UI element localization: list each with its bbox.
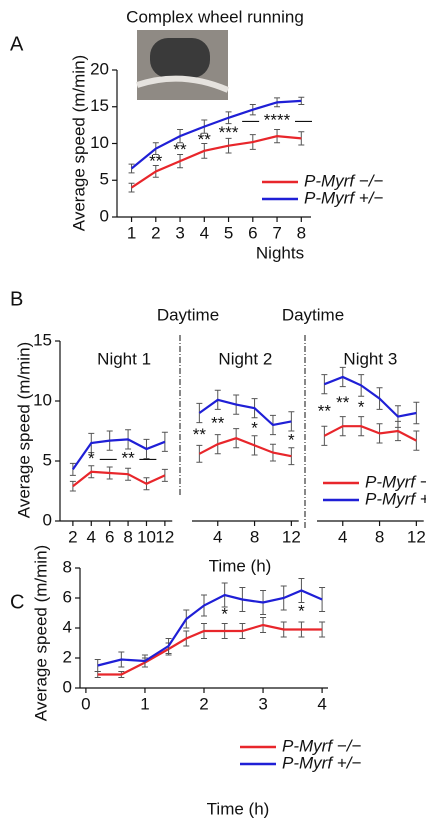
x-axis-label: Time (h) <box>207 799 270 818</box>
legend-label: P-Myrf +/− <box>282 753 361 772</box>
significance: ** <box>211 413 225 432</box>
panel-label: C <box>10 591 24 613</box>
series-line <box>72 470 166 488</box>
significance: *** <box>219 123 239 142</box>
y-axis-label: Average speed (m/min) <box>69 55 88 231</box>
series-line <box>323 375 417 418</box>
significance: ** <box>173 140 187 159</box>
y-tick-label: 15 <box>90 96 109 115</box>
chart-title: Complex wheel running <box>126 7 304 26</box>
separator-label: Daytime <box>282 305 344 324</box>
photo-mouse <box>150 38 210 78</box>
y-tick-label: 6 <box>63 587 72 606</box>
x-axis-label: Time (h) <box>209 556 272 575</box>
legend-label: P-Myrf −/− <box>365 472 426 491</box>
series-line <box>130 135 302 189</box>
x-tick-label: 4 <box>338 527 347 546</box>
y-tick-label: 4 <box>63 617 72 636</box>
series-line <box>97 623 323 676</box>
legend-label: P-Myrf −/− <box>282 736 361 755</box>
x-tick-label: 6 <box>105 527 114 546</box>
y-tick-label: 15 <box>33 330 52 349</box>
significance: — ** — <box>100 448 157 467</box>
y-tick-label: 5 <box>100 170 109 189</box>
legend-label: P-Myrf +/− <box>304 188 383 207</box>
significance: * <box>298 601 305 620</box>
x-tick-label: 2 <box>199 694 208 713</box>
series-line <box>130 99 302 170</box>
x-tick-label: 1 <box>140 694 149 713</box>
x-tick-label: 8 <box>297 223 306 242</box>
x-axis-label: Nights <box>256 243 304 262</box>
series-line <box>71 438 166 471</box>
x-tick-label: 4 <box>87 527 96 546</box>
x-tick-label: 12 <box>155 527 174 546</box>
separator-label: Daytime <box>157 305 219 324</box>
y-tick-label: 10 <box>33 390 52 409</box>
y-axis-label: Average speed (m/min) <box>14 342 33 518</box>
significance: * <box>288 430 295 449</box>
x-tick-label: 1 <box>127 223 136 242</box>
x-tick-label: 7 <box>272 223 281 242</box>
significance: * <box>358 397 365 416</box>
x-tick-label: 3 <box>258 694 267 713</box>
panel-title: Night 2 <box>218 349 272 368</box>
x-tick-label: 8 <box>123 527 132 546</box>
x-tick-label: 0 <box>81 694 90 713</box>
x-tick-label: 6 <box>248 223 257 242</box>
series-line <box>97 589 323 667</box>
x-tick-label: 2 <box>68 527 77 546</box>
y-tick-label: 5 <box>43 450 52 469</box>
y-tick-label: 0 <box>63 677 72 696</box>
y-tick-label: 2 <box>63 647 72 666</box>
panel-label: A <box>10 33 24 55</box>
x-tick-label: 3 <box>175 223 184 242</box>
significance: ** <box>318 401 332 420</box>
x-tick-label: 4 <box>317 694 326 713</box>
x-tick-label: 8 <box>375 527 384 546</box>
significance: * <box>251 418 258 437</box>
y-tick-label: 8 <box>63 557 72 576</box>
y-tick-label: 0 <box>43 510 52 529</box>
significance: * <box>88 449 95 468</box>
panel-title: Night 1 <box>97 349 151 368</box>
photo-wheel <box>136 75 230 93</box>
x-tick-label: 2 <box>151 223 160 242</box>
x-tick-label: 12 <box>282 527 301 546</box>
series-line <box>323 425 417 442</box>
x-tick-label: 4 <box>213 527 222 546</box>
panel-label: B <box>10 288 23 310</box>
x-tick-label: 4 <box>200 223 209 242</box>
significance: — **** — <box>242 111 312 130</box>
x-tick-label: 8 <box>250 527 259 546</box>
significance: * <box>221 604 228 623</box>
y-axis-label: Average speed (m/min) <box>31 545 50 721</box>
x-tick-label: 5 <box>224 223 233 242</box>
series-line <box>198 398 292 427</box>
legend-label: P-Myrf +/− <box>365 489 426 508</box>
significance: ** <box>193 425 207 444</box>
legend-label: P-Myrf −/− <box>304 171 383 190</box>
x-tick-label: 10 <box>137 527 156 546</box>
series-line <box>198 437 292 458</box>
panel-title: Night 3 <box>343 349 397 368</box>
y-tick-label: 20 <box>90 59 109 78</box>
y-tick-label: 0 <box>100 206 109 225</box>
significance: ** <box>149 152 163 171</box>
x-tick-label: 12 <box>407 527 426 546</box>
significance: ** <box>336 393 350 412</box>
significance: ** <box>198 130 212 149</box>
y-tick-label: 10 <box>90 133 109 152</box>
